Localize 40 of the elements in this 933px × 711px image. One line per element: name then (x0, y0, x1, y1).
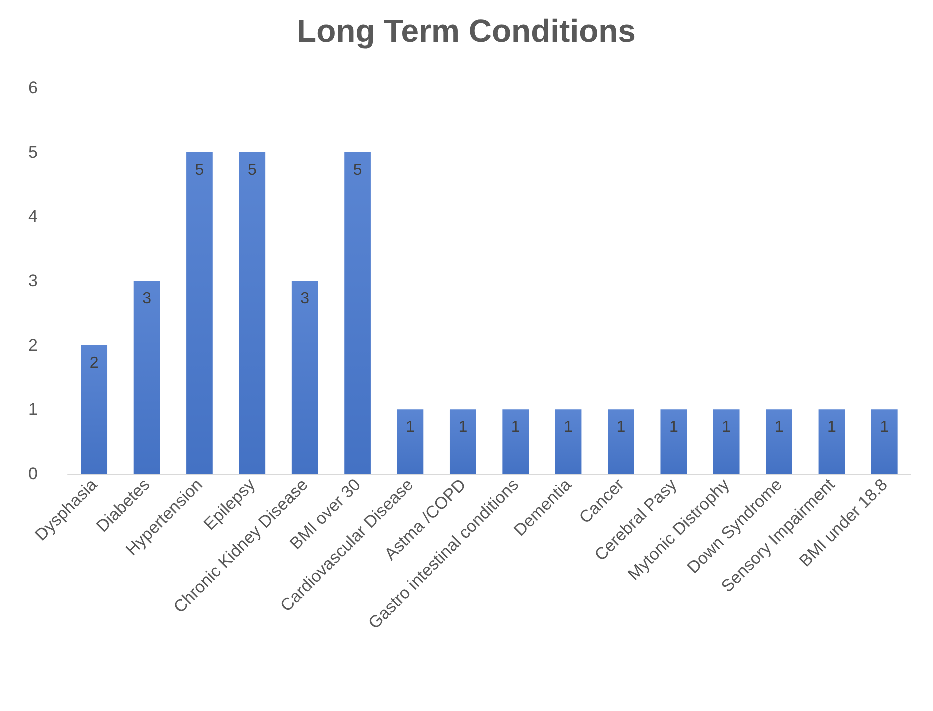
bar (134, 281, 160, 474)
bar (239, 152, 266, 474)
bar (292, 281, 318, 474)
data-label: 1 (722, 419, 732, 436)
data-label: 1 (406, 419, 416, 436)
data-label: 3 (300, 290, 310, 308)
bar (608, 410, 634, 474)
y-tick-label: 6 (28, 78, 38, 98)
bar (502, 410, 530, 474)
bar (397, 410, 424, 474)
data-label: 1 (669, 419, 678, 436)
data-label: 5 (195, 162, 204, 179)
bar (186, 152, 213, 474)
chart-title: Long Term Conditions (297, 13, 636, 49)
bar (344, 152, 371, 474)
data-label: 3 (142, 290, 152, 308)
y-tick-label: 5 (28, 142, 38, 162)
data-label: 1 (774, 419, 784, 436)
bar (555, 410, 582, 474)
y-tick-label: 0 (28, 464, 38, 484)
bar (818, 410, 846, 474)
y-tick-label: 2 (28, 336, 38, 355)
bar (81, 345, 108, 474)
bar (871, 410, 898, 474)
data-label: 2 (90, 354, 99, 372)
bar (713, 410, 740, 474)
data-label: 1 (880, 419, 890, 436)
data-label: 1 (564, 419, 574, 436)
y-tick-label: 3 (28, 272, 38, 290)
data-label: 1 (616, 419, 626, 436)
bar (660, 410, 688, 474)
data-label: 5 (248, 162, 257, 179)
bar (766, 410, 792, 474)
data-label: 1 (828, 419, 837, 436)
y-tick-label: 1 (28, 400, 38, 420)
data-label: 5 (353, 162, 362, 179)
bar (450, 410, 476, 474)
y-tick-label: 4 (28, 207, 38, 226)
data-label: 1 (511, 419, 520, 436)
data-label: 1 (458, 419, 468, 436)
